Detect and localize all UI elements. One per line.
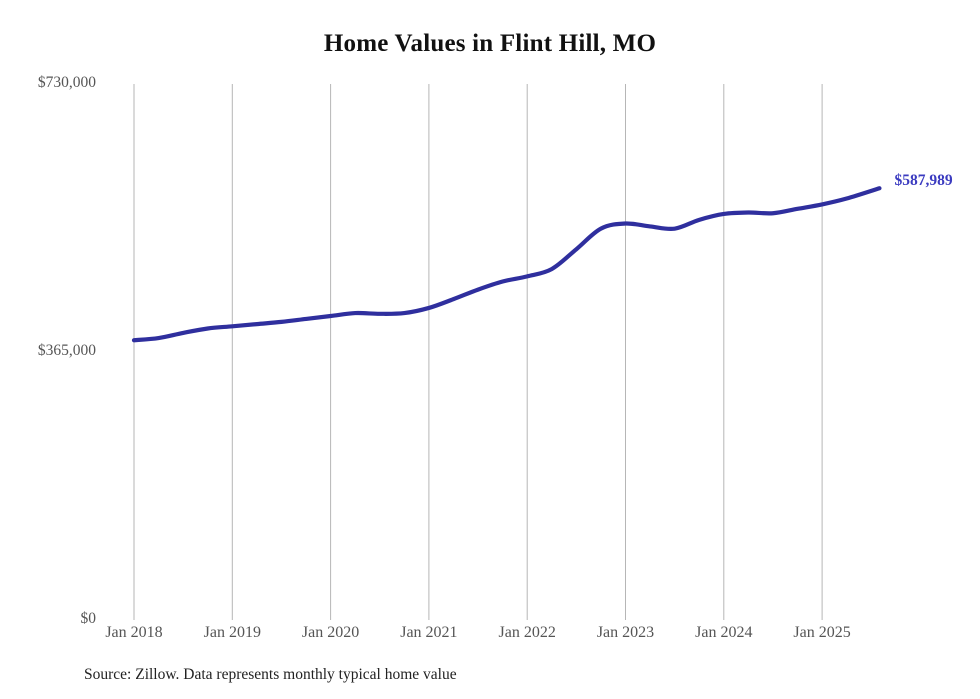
end-value-label: $587,989 [894, 172, 953, 190]
x-axis-tick-label: Jan 2019 [203, 624, 261, 641]
chart-title: Home Values in Flint Hill, MO [323, 30, 657, 57]
source-footnote: Source: Zillow. Data represents monthly … [84, 666, 457, 683]
y-axis-tick-label: $0 [80, 610, 97, 627]
y-axis-tick-label: $365,000 [37, 342, 96, 359]
x-axis-tick-label: Jan 2021 [400, 624, 458, 641]
x-axis-tick-label: Jan 2022 [498, 624, 556, 641]
x-axis-tick-label: Jan 2024 [695, 624, 753, 641]
x-axis-tick-label: Jan 2023 [596, 624, 655, 641]
gridlines-group [133, 84, 823, 620]
x-axis-tick-label: Jan 2020 [301, 624, 360, 641]
x-axis-tick-label: Jan 2025 [793, 624, 851, 641]
x-axis-tick-label: Jan 2018 [105, 624, 163, 641]
home-value-series-line [131, 186, 882, 343]
y-axis-tick-label: $730,000 [37, 74, 96, 91]
